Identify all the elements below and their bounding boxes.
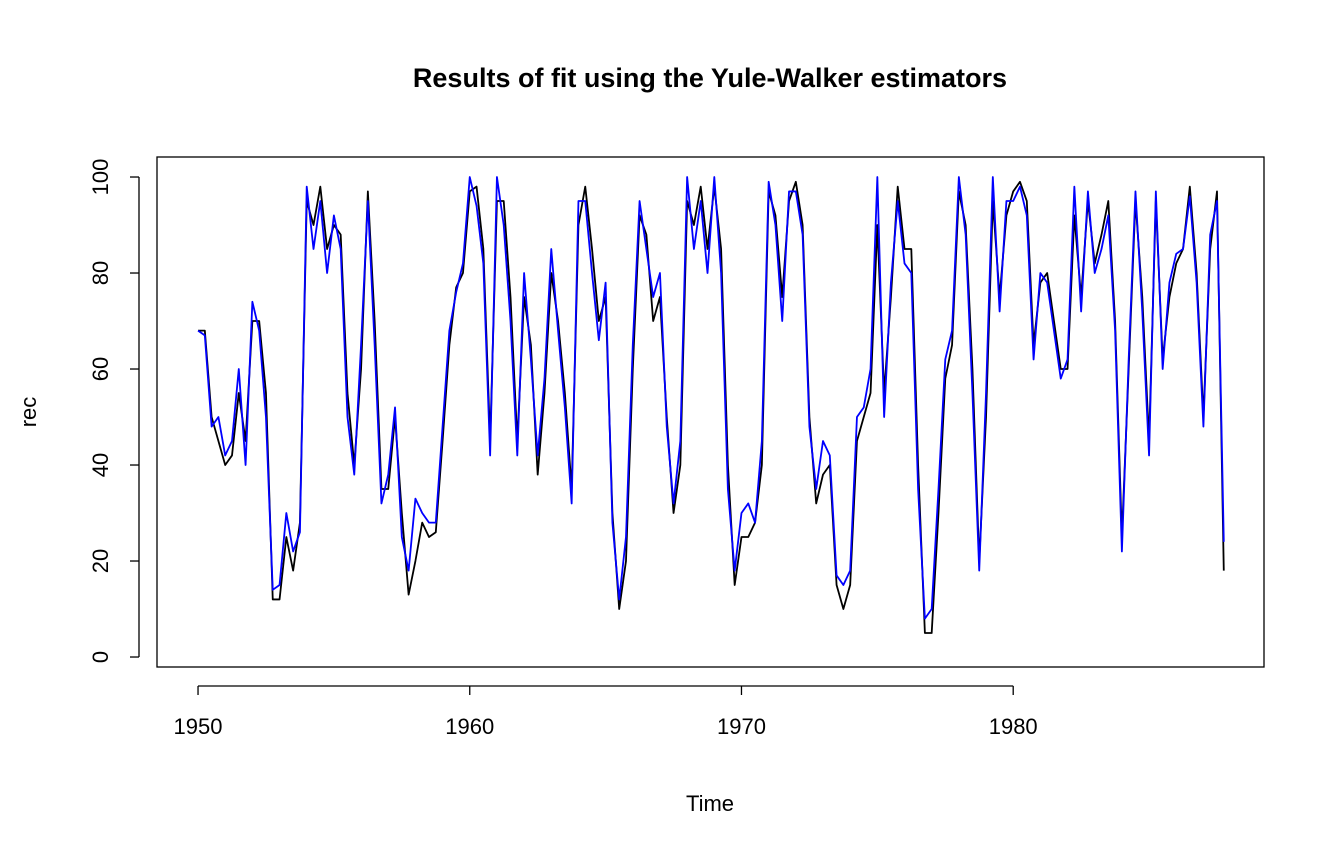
y-tick-label: 0	[88, 651, 113, 663]
x-axis-label: Time	[686, 791, 734, 816]
y-tick-label: 60	[88, 357, 113, 381]
plot-frame	[156, 156, 1265, 668]
x-tick-label: 1970	[717, 714, 766, 739]
x-tick-label: 1980	[989, 714, 1038, 739]
series-line	[198, 180, 1225, 634]
y-tick-label: 80	[88, 261, 113, 285]
chart-title: Results of fit using the Yule-Walker est…	[413, 63, 1007, 93]
y-tick-label: 100	[88, 159, 113, 196]
y-tick-label: 40	[88, 453, 113, 477]
x-tick-label: 1950	[174, 714, 223, 739]
x-tick-label: 1960	[445, 714, 494, 739]
y-axis-label: rec	[16, 397, 41, 428]
series-line	[197, 176, 1225, 620]
y-tick-label: 20	[88, 549, 113, 573]
